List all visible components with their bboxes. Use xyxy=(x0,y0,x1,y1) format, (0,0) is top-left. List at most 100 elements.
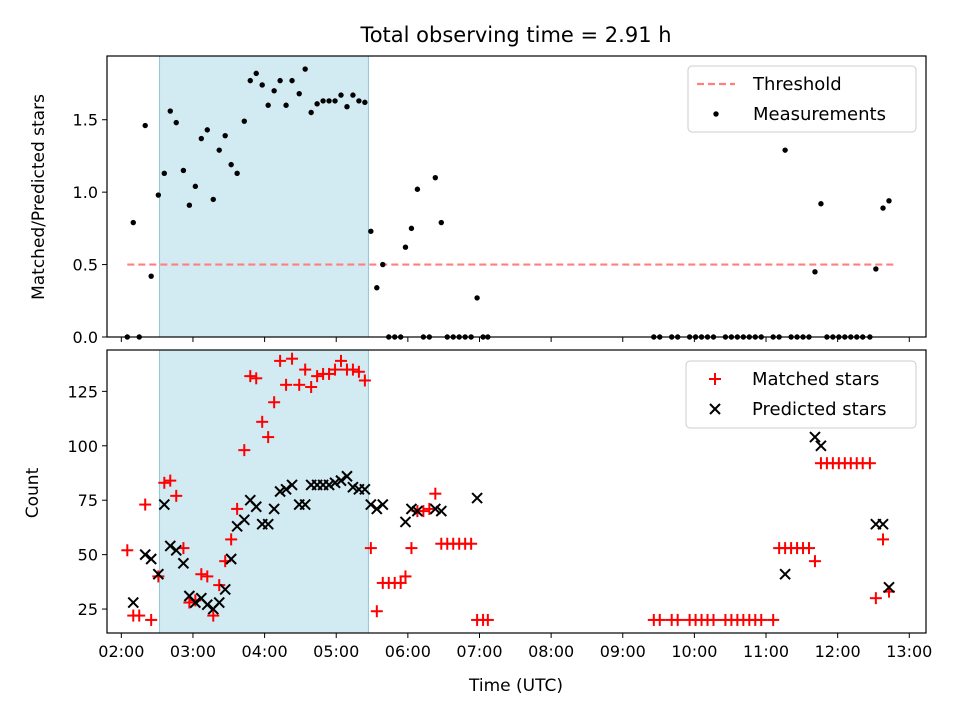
matched-star-point xyxy=(358,374,371,387)
measurement-point xyxy=(782,147,788,153)
matched-star-point xyxy=(274,354,287,367)
legend: Threshold Measurements xyxy=(687,65,917,133)
predicted-star-point xyxy=(815,440,827,452)
measurement-point xyxy=(283,102,289,108)
measurement-point xyxy=(265,102,271,108)
predicted-star-point xyxy=(219,583,231,596)
predicted-star-point xyxy=(779,568,791,580)
measurement-point xyxy=(380,261,386,268)
measurement-point xyxy=(408,225,415,232)
measurement-point xyxy=(228,161,234,168)
chart-title: Total observing time = 2.91 h xyxy=(359,23,671,47)
y-axis-label: Matched/Predicted stars xyxy=(29,94,49,300)
matched-star-point xyxy=(671,613,684,626)
predicted-star-point xyxy=(429,503,442,515)
matched-star-point xyxy=(429,487,442,500)
measurement-point xyxy=(253,70,259,77)
predicted-star-point xyxy=(139,548,151,561)
observing-span xyxy=(159,55,369,338)
predicted-star-point xyxy=(225,553,237,565)
matched-star-point xyxy=(877,533,890,546)
matched-star-point xyxy=(250,372,263,385)
measurement-point xyxy=(314,101,320,107)
matched-star-point xyxy=(133,609,146,622)
matched-star-point xyxy=(399,570,412,583)
count-panel: Count Time (UTC) 02:00 03:00 04:00 05:00 06:… xyxy=(23,349,932,696)
matched-star-point xyxy=(139,498,152,511)
x-tick-label: 11:00 xyxy=(743,642,789,661)
x-tick-label: 04:00 xyxy=(242,642,288,661)
x-axis-label: Time (UTC) xyxy=(468,676,563,696)
measurement-point xyxy=(873,266,879,272)
predicted-star-point xyxy=(365,498,377,511)
measurement-point xyxy=(326,98,332,104)
matched-star-point xyxy=(121,544,134,557)
predicted-star-point xyxy=(201,598,213,611)
legend-matched-swatch xyxy=(709,373,721,385)
matched-star-point xyxy=(346,363,359,376)
measurement-point xyxy=(414,186,421,192)
measurement-point xyxy=(198,135,205,142)
predicted-star-point xyxy=(280,483,292,496)
measurement-point xyxy=(296,90,302,97)
predicted-star-point xyxy=(158,498,171,511)
measurement-point xyxy=(167,108,173,114)
legend-threshold-label: Threshold xyxy=(752,74,842,95)
predicted-star-point xyxy=(405,503,418,515)
measurement-point xyxy=(271,88,277,94)
predicted-star-point xyxy=(268,503,280,515)
predicted-star-point xyxy=(170,544,182,556)
y-tick-label: 100 xyxy=(67,437,98,456)
measurement-point xyxy=(222,132,228,139)
observing-span xyxy=(159,349,369,634)
predicted-star-point xyxy=(323,479,335,491)
legend-box xyxy=(685,360,917,429)
matched-star-point xyxy=(201,570,214,583)
legend-measurements-label: Measurements xyxy=(753,104,886,125)
matched-star-point xyxy=(164,474,177,487)
x-tick-label: 13:00 xyxy=(886,642,932,661)
matched-star-point xyxy=(329,363,342,376)
predicted-star-point xyxy=(189,596,202,609)
measurement-point xyxy=(173,119,179,126)
legend-predicted-label: Predicted stars xyxy=(752,399,886,420)
measurement-point xyxy=(234,170,240,177)
matched-star-point xyxy=(152,570,165,583)
matched-star-point xyxy=(213,579,226,592)
matched-star-point xyxy=(394,576,407,589)
measurement-point xyxy=(247,77,253,84)
measurement-point xyxy=(474,295,480,301)
measurement-point xyxy=(320,98,326,104)
predicted-star-point xyxy=(238,514,251,526)
x-tick-label: 05:00 xyxy=(313,642,359,661)
predicted-star-point xyxy=(250,501,262,513)
matched-star-point xyxy=(808,555,821,568)
ratio-panel: Total observing time = 2.91 h Matched/Pr… xyxy=(29,23,927,347)
matched-star-point xyxy=(262,431,275,444)
matched-star-point xyxy=(293,378,306,391)
matched-star-point xyxy=(286,352,299,365)
measurement-point xyxy=(350,92,356,98)
matched-star-point xyxy=(225,533,238,546)
predicted-star-point xyxy=(471,492,483,504)
matched-star-point xyxy=(767,613,780,626)
matched-star-point xyxy=(256,415,269,428)
x-axis-ticks xyxy=(120,337,910,342)
measurement-point xyxy=(432,174,439,181)
predicted-star-point xyxy=(411,505,424,517)
measurement-point xyxy=(402,244,409,250)
matched-star-point xyxy=(364,542,377,555)
x-tick-label: 07:00 xyxy=(456,642,502,661)
predicted-star-point xyxy=(213,596,225,609)
predicted-star-point xyxy=(299,498,311,511)
measurement-point xyxy=(161,170,168,177)
matched-star-point xyxy=(653,613,666,626)
measurement-point xyxy=(259,82,265,88)
matched-star-point xyxy=(170,489,183,502)
measurement-point xyxy=(204,127,210,133)
measurement-point xyxy=(812,269,818,275)
x-tick-label: 06:00 xyxy=(385,642,431,661)
y-tick-label: 0.5 xyxy=(73,256,98,275)
predicted-star-point xyxy=(152,568,165,580)
shaded-span xyxy=(159,55,369,338)
